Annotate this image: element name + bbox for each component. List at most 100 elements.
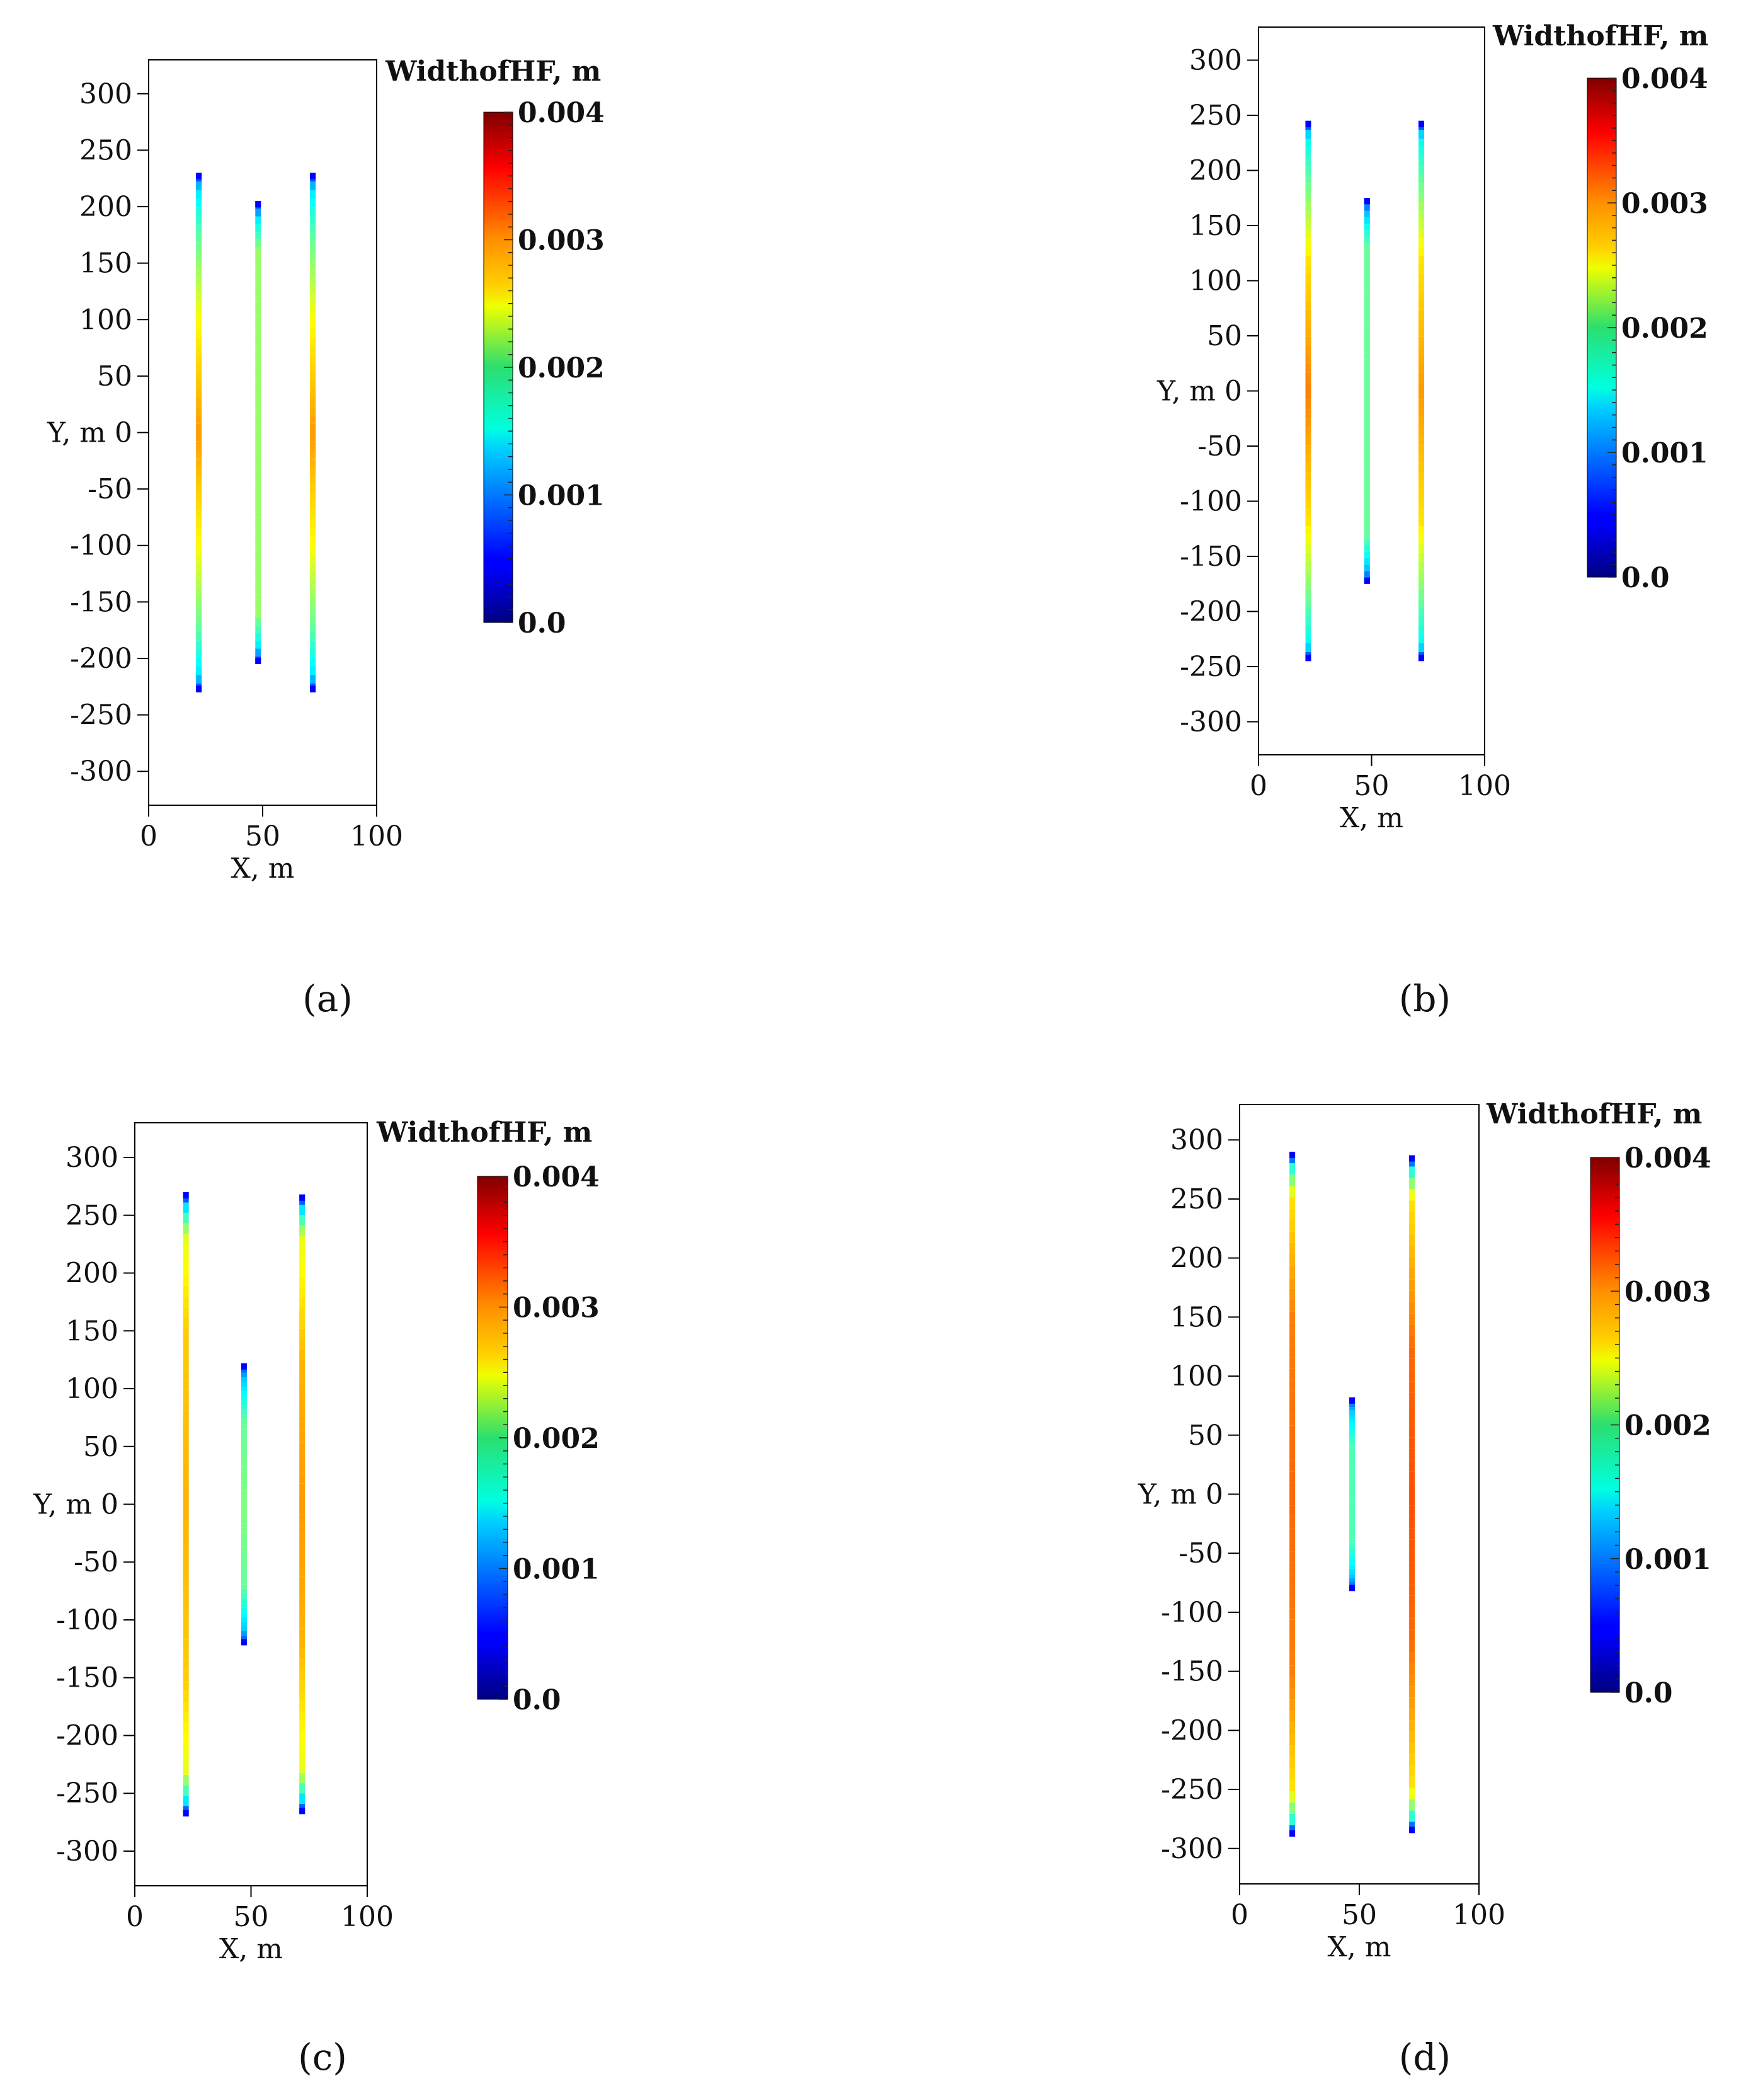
x-axis-label: X, m xyxy=(219,1933,283,1965)
colorbar-title: WidthofHF, m xyxy=(385,55,601,88)
y-tick-label: 100 xyxy=(1189,265,1242,297)
y-tick-label: -150 xyxy=(1180,541,1242,573)
colorbar-tick-label: 0.004 xyxy=(518,97,605,129)
colorbar-tick-label: 0.001 xyxy=(513,1554,600,1586)
y-tick-label: -250 xyxy=(70,699,132,732)
colorbar-tick-label: 0.004 xyxy=(1621,63,1708,95)
y-tick-label: -300 xyxy=(1161,1833,1223,1865)
colorbar-tick-label: 0.003 xyxy=(1624,1276,1711,1308)
y-tick-label: 100 xyxy=(1170,1360,1223,1392)
y-tick-label: -100 xyxy=(70,530,132,562)
y-tick-label: 300 xyxy=(66,1142,118,1174)
x-tick-label: 0 xyxy=(140,820,157,852)
panel-caption: (d) xyxy=(1399,2036,1451,2079)
colorbar-tick-label: 0.002 xyxy=(1624,1410,1711,1442)
colorbar-title: WidthofHF, m xyxy=(1486,1098,1702,1130)
y-tick-label: -200 xyxy=(70,643,132,675)
y-tick-label: -200 xyxy=(56,1719,118,1752)
y-tick-label: -300 xyxy=(56,1835,118,1868)
y-tick-label: -250 xyxy=(1180,651,1242,683)
x-axis-label: X, m xyxy=(231,852,294,885)
y-tick-label: -150 xyxy=(70,586,132,618)
x-tick-label: 100 xyxy=(350,820,403,852)
colorbar-tick-label: 0.0 xyxy=(1624,1677,1673,1709)
panel-caption: (b) xyxy=(1399,977,1451,1020)
colorbar-tick-label: 0.004 xyxy=(1624,1142,1711,1174)
y-tick-label: 200 xyxy=(66,1258,118,1290)
y-tick-label: -300 xyxy=(70,755,132,788)
y-tick-label: 150 xyxy=(1170,1301,1223,1333)
y-tick-label: -300 xyxy=(1180,706,1242,738)
y-tick-label: 250 xyxy=(79,134,132,166)
y-tick-label: -200 xyxy=(1180,596,1242,628)
y-tick-label: 300 xyxy=(1170,1124,1223,1156)
colorbar-title: WidthofHF, m xyxy=(1492,20,1708,52)
colorbar-tick-label: 0.001 xyxy=(1621,437,1708,469)
y-tick-label: 300 xyxy=(79,78,132,110)
y-tick-label: -250 xyxy=(56,1777,118,1810)
colorbar-tick-label: 0.003 xyxy=(513,1292,600,1324)
panel-d: 300 250 200 150 100 50 -50 -100 -150 -200 -250 -300… xyxy=(1138,1098,1711,2079)
y-tick-label: 150 xyxy=(79,248,132,280)
y-tick-label: 50 xyxy=(1207,320,1242,352)
x-tick-label: 100 xyxy=(1453,1899,1505,1931)
colorbar-tick-label: 0.0 xyxy=(513,1684,561,1716)
y-tick-label: 50 xyxy=(83,1431,118,1463)
y-tick-label: -50 xyxy=(74,1546,118,1578)
y-tick-label: -50 xyxy=(1179,1537,1223,1569)
colorbar-tick-label: 0.001 xyxy=(518,480,605,512)
y-tick-label: 100 xyxy=(79,304,132,336)
plot-frame xyxy=(148,59,377,806)
plot-frame xyxy=(1258,26,1485,755)
x-tick-label: 50 xyxy=(1342,1899,1377,1931)
panel-a: 300 250 200 150 100 50 -50 -100 -150 -200 -250 -300… xyxy=(47,55,605,1020)
panel-c: 300 250 200 150 100 50 -50 -100 -150 -200 -250 -300… xyxy=(33,1116,600,2079)
y-tick-label: -100 xyxy=(56,1604,118,1636)
plot-frame xyxy=(134,1122,368,1886)
x-tick-label: 0 xyxy=(1250,770,1267,802)
y-tick-label: 150 xyxy=(1189,210,1242,242)
panel-b: 300 250 200 150 100 50 -50 -100 -150 -200 -250 -300… xyxy=(1156,20,1708,1020)
colorbar-tick-label: 0.002 xyxy=(518,352,605,384)
y-tick-label: -200 xyxy=(1161,1714,1223,1747)
colorbar-tick-label: 0.002 xyxy=(1621,313,1708,345)
y-tick-label: 250 xyxy=(66,1200,118,1232)
y-tick-label: 100 xyxy=(66,1373,118,1405)
y-tick-label: 250 xyxy=(1170,1183,1223,1215)
panels-root: 300 250 200 150 100 50 -50 -100 -150 -200 -250 -300… xyxy=(33,20,1711,2079)
x-tick-label: 100 xyxy=(341,1901,394,1933)
y-tick-label: -100 xyxy=(1180,486,1242,518)
y-tick-label: -150 xyxy=(1161,1656,1223,1688)
y-tick-label: -100 xyxy=(1161,1597,1223,1629)
y-axis-label: Y, m 0 xyxy=(47,417,132,449)
y-tick-label: 250 xyxy=(1189,100,1242,132)
x-axis-label: X, m xyxy=(1340,802,1403,834)
panel-caption: (c) xyxy=(298,2036,347,2079)
colorbar-title: WidthofHF, m xyxy=(376,1116,592,1149)
x-tick-label: 50 xyxy=(245,820,280,852)
colorbar-tick-label: 0.0 xyxy=(1621,562,1670,594)
x-tick-label: 50 xyxy=(234,1901,269,1933)
y-axis-label: Y, m 0 xyxy=(1138,1479,1223,1511)
colorbar-tick-label: 0.001 xyxy=(1624,1544,1711,1576)
y-axis-label: Y, m 0 xyxy=(1156,376,1242,408)
colorbar-tick-label: 0.004 xyxy=(513,1161,600,1193)
y-tick-label: 300 xyxy=(1189,45,1242,77)
x-tick-label: 50 xyxy=(1354,770,1390,802)
colorbar-tick-label: 0.002 xyxy=(513,1423,600,1455)
y-tick-label: 50 xyxy=(97,360,132,393)
y-tick-label: 200 xyxy=(1189,155,1242,187)
panel-caption: (a) xyxy=(302,977,353,1020)
y-tick-label: 200 xyxy=(1170,1242,1223,1275)
x-tick-label: 100 xyxy=(1458,770,1511,802)
y-tick-label: -50 xyxy=(88,473,132,505)
y-axis-label: Y, m 0 xyxy=(33,1489,118,1521)
y-tick-label: 200 xyxy=(79,191,132,223)
y-tick-label: -50 xyxy=(1197,430,1242,462)
x-tick-label: 0 xyxy=(1231,1899,1248,1931)
y-tick-label: -150 xyxy=(56,1662,118,1694)
plot-frame xyxy=(1239,1104,1480,1885)
y-tick-label: 150 xyxy=(66,1315,118,1347)
x-tick-label: 0 xyxy=(126,1901,144,1933)
